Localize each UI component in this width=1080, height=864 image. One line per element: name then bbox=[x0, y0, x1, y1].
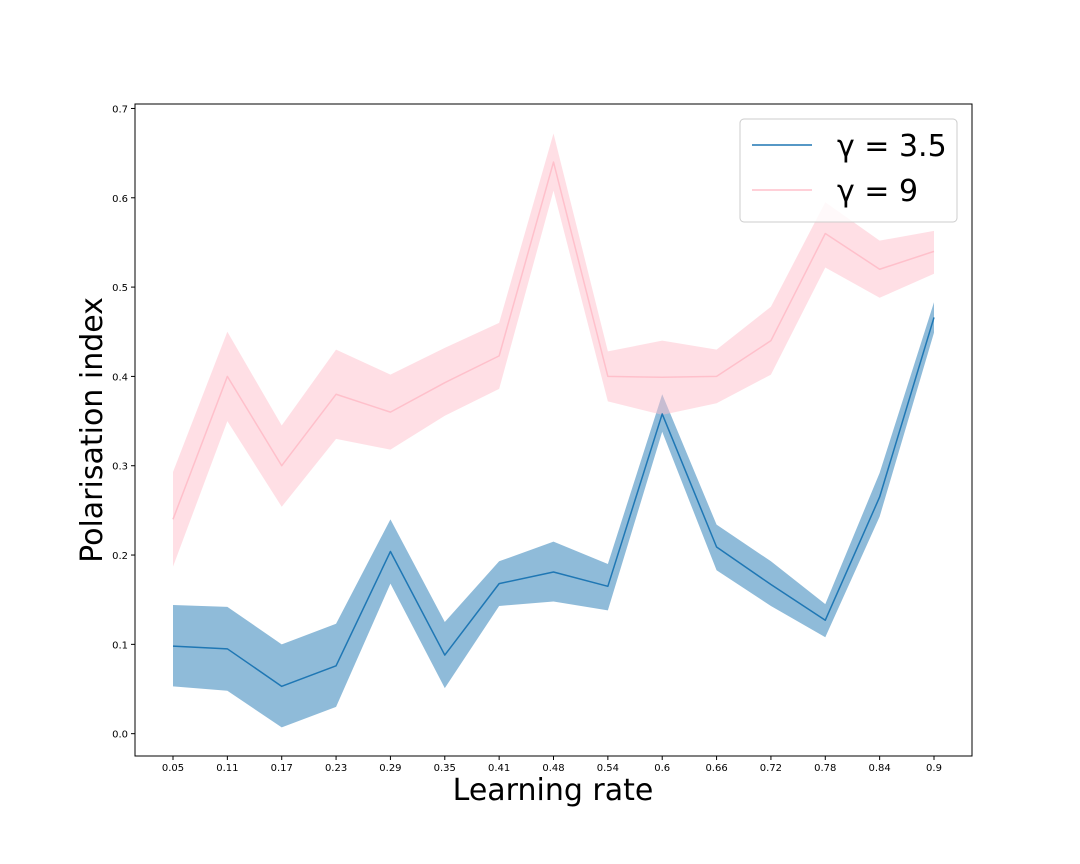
x-tick-label: 0.23 bbox=[325, 763, 347, 774]
y-tick-label: 0.3 bbox=[112, 462, 128, 473]
series-lines bbox=[172, 161, 935, 688]
y-axis-ticks: 0.0 0.1 0.2 0.3 0.4 0.5 0.6 0.7 bbox=[112, 104, 135, 741]
legend: γ = 3.5 γ = 9 bbox=[739, 118, 958, 223]
y-tick-label: 0.2 bbox=[112, 551, 128, 562]
x-axis-ticks: 0.05 0.11 0.17 0.23 0.29 0.35 0.41 0.48 0.54 0.6 0… bbox=[162, 756, 942, 774]
x-tick-label: 0.84 bbox=[869, 763, 891, 774]
x-tick-label: 0.11 bbox=[216, 763, 238, 774]
series-line-1 bbox=[172, 161, 935, 520]
x-tick-label: 0.48 bbox=[542, 763, 564, 774]
x-tick-label: 0.29 bbox=[379, 763, 401, 774]
x-tick-label: 0.72 bbox=[760, 763, 782, 774]
x-tick-label: 0.9 bbox=[926, 763, 942, 774]
x-tick-label: 0.78 bbox=[814, 763, 836, 774]
x-tick-label: 0.6 bbox=[654, 763, 670, 774]
confidence-bands bbox=[173, 133, 934, 728]
legend-label-gamma-3-5: γ = 3.5 bbox=[837, 129, 947, 164]
y-tick-label: 0.7 bbox=[112, 104, 128, 115]
y-axis-label: Polarisation index bbox=[75, 297, 110, 563]
confidence-band-series-1 bbox=[173, 133, 934, 567]
y-tick-label: 0.6 bbox=[112, 194, 128, 205]
x-tick-label: 0.54 bbox=[597, 763, 619, 774]
y-tick-label: 0.5 bbox=[112, 283, 128, 294]
confidence-band-series-0 bbox=[173, 302, 934, 728]
y-tick-label: 0.4 bbox=[112, 372, 128, 383]
x-tick-label: 0.35 bbox=[434, 763, 456, 774]
x-tick-label: 0.17 bbox=[271, 763, 293, 774]
x-axis-label: Learning rate bbox=[453, 773, 654, 808]
series-line-0 bbox=[172, 317, 935, 688]
x-tick-label: 0.41 bbox=[488, 763, 510, 774]
y-tick-label: 0.1 bbox=[112, 640, 128, 651]
x-tick-label: 0.05 bbox=[162, 763, 184, 774]
legend-label-gamma-9: γ = 9 bbox=[837, 174, 918, 209]
y-tick-label: 0.0 bbox=[112, 730, 128, 741]
x-tick-label: 0.66 bbox=[705, 763, 727, 774]
